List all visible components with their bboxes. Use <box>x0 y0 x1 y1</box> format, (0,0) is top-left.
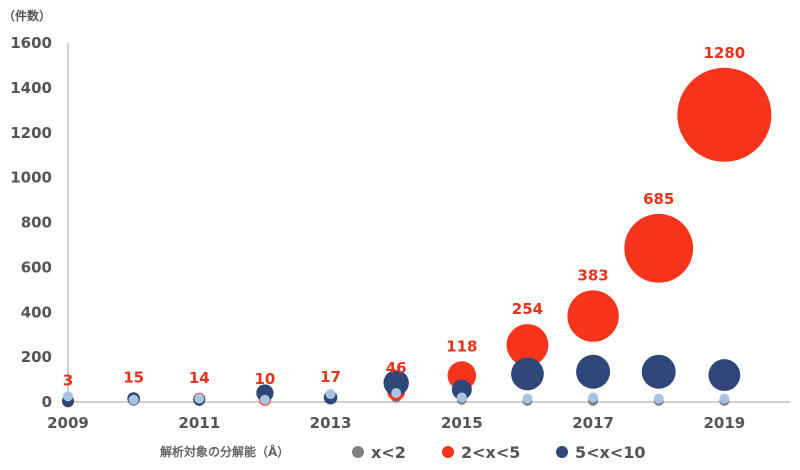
legend-label: 2<x<5 <box>461 443 520 462</box>
x-tick-label: 2015 <box>441 414 483 432</box>
bubble <box>456 392 467 403</box>
data-label: 383 <box>577 266 608 284</box>
bubble <box>576 354 611 389</box>
bubble <box>641 354 676 389</box>
y-tick-label: 1400 <box>10 79 52 97</box>
bubble <box>451 379 472 400</box>
bubble <box>708 359 741 391</box>
data-label: 254 <box>512 300 543 318</box>
x-tick-label: 2019 <box>703 414 745 432</box>
bubble <box>128 394 139 405</box>
legend-marker <box>556 446 568 458</box>
y-tick-label: 1600 <box>10 34 52 52</box>
legend-label: 5<x<10 <box>575 443 646 462</box>
x-tick-label: 2009 <box>47 414 89 432</box>
bubble <box>624 213 694 283</box>
x-tick-label: 2013 <box>310 414 352 432</box>
bubble <box>391 388 402 399</box>
y-tick-label: 200 <box>21 348 52 366</box>
y-tick-label: 400 <box>21 303 52 321</box>
bubble <box>677 67 772 162</box>
legend-marker <box>442 446 454 458</box>
x-tick-label: 2011 <box>178 414 220 432</box>
bubble <box>383 370 409 396</box>
y-tick-label: 1200 <box>10 124 52 142</box>
data-label: 1280 <box>703 44 745 62</box>
bubble <box>259 394 270 405</box>
bubble <box>522 393 533 404</box>
bubbles <box>62 67 772 408</box>
data-label: 14 <box>189 369 210 387</box>
data-label: 17 <box>320 368 341 386</box>
legend-label: x<2 <box>371 443 406 462</box>
bubble <box>325 389 336 400</box>
x-tick-label: 2017 <box>572 414 614 432</box>
y-axis-unit: （件数） <box>3 8 51 23</box>
bubble <box>63 391 73 402</box>
y-tick-label: 1000 <box>10 169 52 187</box>
bubble <box>511 357 544 391</box>
data-label: 3 <box>63 371 73 389</box>
data-label: 46 <box>386 359 407 377</box>
bubble <box>567 290 619 342</box>
legend-title: 解析対象の分解能（Å） <box>160 444 289 459</box>
legend: 解析対象の分解能（Å） x<2 2<x<5 5<x<10 <box>160 443 646 462</box>
data-label: 118 <box>446 337 477 355</box>
y-tick-label: 0 <box>42 393 52 411</box>
bubble <box>719 393 730 404</box>
legend-marker <box>352 446 364 458</box>
y-axis-ticks: 0 200 400 600 800 1000 1200 1400 1600 <box>10 34 52 411</box>
data-labels: 3 15 14 10 17 46 118 254 383 685 1280 <box>63 44 745 390</box>
y-tick-label: 800 <box>21 214 52 232</box>
bubble <box>194 393 205 404</box>
data-label: 685 <box>643 190 674 208</box>
x-axis-ticks: 2009 2011 2013 2015 2017 2019 <box>47 414 745 432</box>
bubble <box>653 393 664 404</box>
data-label: 15 <box>123 369 144 387</box>
bubble <box>506 324 549 366</box>
bubble <box>588 392 599 403</box>
y-tick-label: 600 <box>21 258 52 276</box>
data-label: 10 <box>254 370 275 388</box>
